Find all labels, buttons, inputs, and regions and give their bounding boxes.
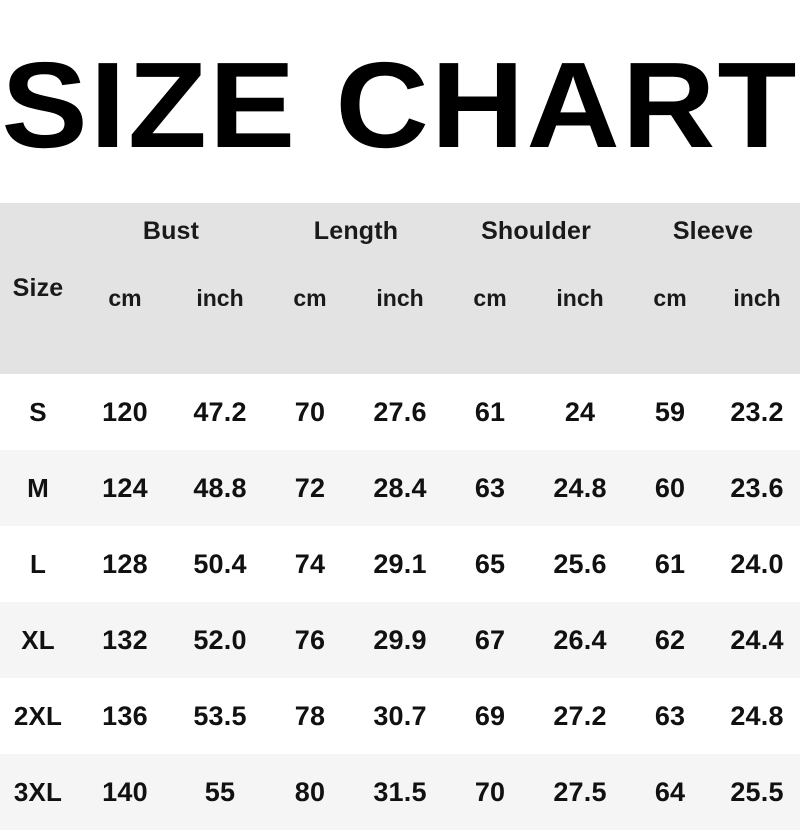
table-row: M 124 48.8 72 28.4 63 24.8 60 23.6 <box>0 450 800 526</box>
column-header-sleeve-cm: cm <box>626 259 715 374</box>
column-group-sleeve: Sleeve <box>626 203 800 259</box>
cell-size: 3XL <box>0 754 76 830</box>
cell-bust-cm: 124 <box>76 450 174 526</box>
cell-length-inch: 31.5 <box>354 754 447 830</box>
column-header-shoulder-cm: cm <box>446 259 535 374</box>
cell-length-inch: 30.7 <box>354 678 447 754</box>
cell-size: S <box>0 374 76 450</box>
cell-shoulder-cm: 61 <box>446 374 535 450</box>
cell-shoulder-cm: 63 <box>446 450 535 526</box>
cell-shoulder-cm: 69 <box>446 678 535 754</box>
cell-length-cm: 74 <box>266 526 355 602</box>
column-header-bust-cm: cm <box>76 259 174 374</box>
cell-length-inch: 27.6 <box>354 374 447 450</box>
cell-bust-inch: 53.5 <box>174 678 267 754</box>
cell-sleeve-cm: 62 <box>626 602 715 678</box>
column-header-shoulder-inch: inch <box>534 259 627 374</box>
column-group-bust: Bust <box>76 203 267 259</box>
cell-shoulder-inch: 26.4 <box>534 602 627 678</box>
table-body: S 120 47.2 70 27.6 61 24 59 23.2 M 124 4… <box>0 374 800 830</box>
table-row: L 128 50.4 74 29.1 65 25.6 61 24.0 <box>0 526 800 602</box>
size-chart-table: Size Bust Length Shoulder Sleeve cm inch… <box>0 203 800 830</box>
title-area: SIZE CHART <box>0 0 800 203</box>
cell-sleeve-inch: 25.5 <box>714 754 800 830</box>
table-row: 3XL 140 55 80 31.5 70 27.5 64 25.5 <box>0 754 800 830</box>
cell-shoulder-cm: 70 <box>446 754 535 830</box>
table-header: Size Bust Length Shoulder Sleeve cm inch… <box>0 203 800 374</box>
cell-length-cm: 76 <box>266 602 355 678</box>
cell-size: XL <box>0 602 76 678</box>
cell-shoulder-inch: 27.5 <box>534 754 627 830</box>
cell-bust-cm: 128 <box>76 526 174 602</box>
table-row: XL 132 52.0 76 29.9 67 26.4 62 24.4 <box>0 602 800 678</box>
cell-bust-cm: 132 <box>76 602 174 678</box>
cell-bust-inch: 50.4 <box>174 526 267 602</box>
cell-shoulder-inch: 27.2 <box>534 678 627 754</box>
cell-sleeve-inch: 24.4 <box>714 602 800 678</box>
cell-bust-inch: 55 <box>174 754 267 830</box>
column-header-size: Size <box>0 203 76 374</box>
cell-length-inch: 28.4 <box>354 450 447 526</box>
cell-length-inch: 29.1 <box>354 526 447 602</box>
cell-sleeve-cm: 60 <box>626 450 715 526</box>
table-row: 2XL 136 53.5 78 30.7 69 27.2 63 24.8 <box>0 678 800 754</box>
column-header-length-inch: inch <box>354 259 447 374</box>
cell-length-cm: 70 <box>266 374 355 450</box>
cell-sleeve-cm: 63 <box>626 678 715 754</box>
cell-sleeve-cm: 61 <box>626 526 715 602</box>
page-title: SIZE CHART <box>1 36 799 173</box>
cell-length-cm: 80 <box>266 754 355 830</box>
column-header-bust-inch: inch <box>174 259 267 374</box>
cell-sleeve-inch: 24.0 <box>714 526 800 602</box>
table-row: S 120 47.2 70 27.6 61 24 59 23.2 <box>0 374 800 450</box>
cell-sleeve-inch: 23.6 <box>714 450 800 526</box>
cell-sleeve-cm: 59 <box>626 374 715 450</box>
cell-bust-cm: 140 <box>76 754 174 830</box>
cell-bust-cm: 120 <box>76 374 174 450</box>
column-group-shoulder: Shoulder <box>446 203 627 259</box>
column-group-length: Length <box>266 203 447 259</box>
header-group-row: Size Bust Length Shoulder Sleeve <box>0 203 800 374</box>
cell-shoulder-inch: 25.6 <box>534 526 627 602</box>
size-chart-page: SIZE CHART Size Bust Length Shoulder Sle… <box>0 0 800 807</box>
cell-length-cm: 78 <box>266 678 355 754</box>
cell-shoulder-cm: 67 <box>446 602 535 678</box>
cell-bust-cm: 136 <box>76 678 174 754</box>
cell-bust-inch: 48.8 <box>174 450 267 526</box>
cell-shoulder-inch: 24 <box>534 374 627 450</box>
cell-length-cm: 72 <box>266 450 355 526</box>
cell-sleeve-inch: 23.2 <box>714 374 800 450</box>
cell-shoulder-cm: 65 <box>446 526 535 602</box>
cell-size: M <box>0 450 76 526</box>
column-header-length-cm: cm <box>266 259 355 374</box>
cell-bust-inch: 47.2 <box>174 374 267 450</box>
cell-bust-inch: 52.0 <box>174 602 267 678</box>
cell-sleeve-cm: 64 <box>626 754 715 830</box>
column-header-sleeve-inch: inch <box>714 259 800 374</box>
cell-length-inch: 29.9 <box>354 602 447 678</box>
cell-sleeve-inch: 24.8 <box>714 678 800 754</box>
cell-size: L <box>0 526 76 602</box>
cell-size: 2XL <box>0 678 76 754</box>
cell-shoulder-inch: 24.8 <box>534 450 627 526</box>
header-unit-row: cm inch cm inch cm inch cm inch <box>0 259 800 374</box>
